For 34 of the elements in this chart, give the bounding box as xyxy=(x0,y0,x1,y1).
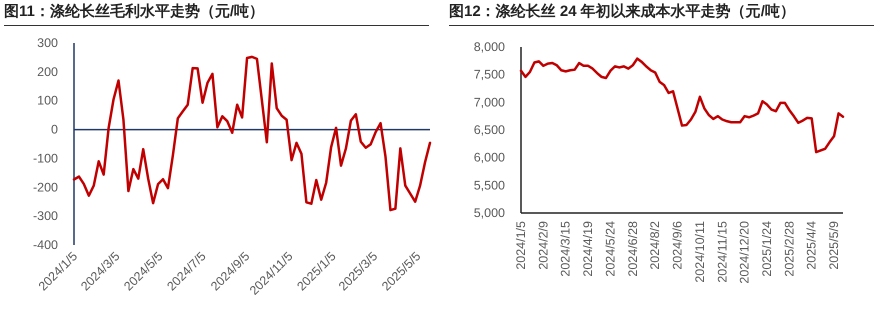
y-tick-label: 300 xyxy=(37,36,58,50)
y-tick-label: -300 xyxy=(32,209,58,224)
y-tick-label: 100 xyxy=(37,94,58,108)
x-tick-label: 2024/9/6 xyxy=(670,220,685,270)
x-tick-label: 2025/5/9 xyxy=(827,220,842,270)
y-tick-label: 8,000 xyxy=(474,40,506,54)
y-tick-label: 6,500 xyxy=(474,123,506,137)
y-tick-label: 5,500 xyxy=(474,178,506,192)
x-tick-label: 2024/4/19 xyxy=(581,220,596,277)
chart-title: 图12：涤纶长丝 24 年初以来成本水平走势（元/吨） xyxy=(449,2,874,26)
x-tick-label: 2024/12/20 xyxy=(738,220,752,284)
y-tick-label: 200 xyxy=(37,64,58,79)
x-tick-label: 2024/3/15 xyxy=(558,220,573,277)
chart-title: 图11：涤纶长丝毛利水平走势（元/吨） xyxy=(4,2,429,26)
y-tick-label: -200 xyxy=(32,180,58,194)
x-tick-label: 2025/4/4 xyxy=(804,220,819,270)
y-tick-label: 6,000 xyxy=(474,150,506,165)
x-tick-label: 2024/8/2 xyxy=(648,220,662,270)
x-tick-label: 2024/2/9 xyxy=(536,220,550,270)
x-tick-label: 2024/6/28 xyxy=(626,220,640,277)
x-tick-label: 2025/1/24 xyxy=(760,220,774,277)
y-tick-label: 7,000 xyxy=(474,95,506,110)
y-tick-label: 5,000 xyxy=(474,206,506,220)
x-tick-label: 2024/5/24 xyxy=(603,220,618,277)
x-tick-label: 2024/1/5 xyxy=(514,220,528,270)
y-tick-label: 0 xyxy=(51,122,58,137)
y-tick-label: -100 xyxy=(32,151,58,166)
x-tick-label: 2024/10/11 xyxy=(692,220,707,283)
line-series xyxy=(72,56,432,212)
y-tick-label: -400 xyxy=(32,238,58,252)
y-tick-label: 7,500 xyxy=(474,68,506,82)
x-tick-label: 2024/11/15 xyxy=(715,220,730,283)
line-series xyxy=(520,57,844,154)
x-tick-label: 2025/2/28 xyxy=(782,220,796,277)
